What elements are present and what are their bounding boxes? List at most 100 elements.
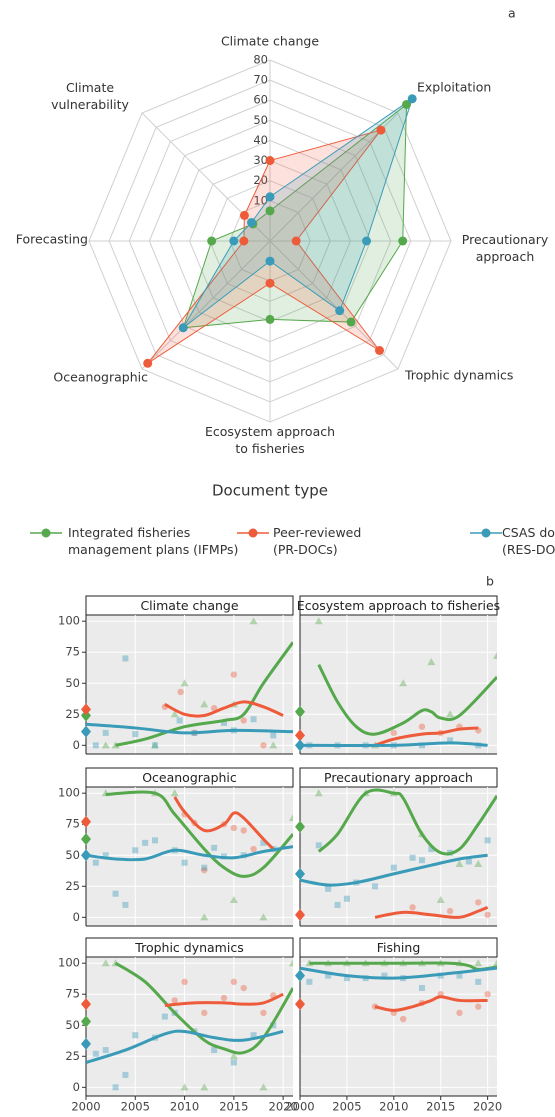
strip xyxy=(85,937,294,958)
point xyxy=(325,972,332,979)
point xyxy=(92,1050,99,1057)
series-point xyxy=(265,314,275,324)
point xyxy=(211,1047,218,1054)
y-tick-label: 75 xyxy=(65,645,80,659)
series-point xyxy=(229,236,239,246)
point xyxy=(211,844,218,851)
strip xyxy=(85,767,294,788)
x-tick-label: 2010 xyxy=(170,1100,199,1114)
point xyxy=(200,700,209,708)
axis-label: Climate change xyxy=(221,34,319,49)
panel-title: Precautionary approach xyxy=(324,770,473,785)
panel-background xyxy=(300,615,497,754)
legend-label: Peer-reviewed (PR-DOCs) xyxy=(273,525,361,557)
point xyxy=(201,864,208,871)
trend-line xyxy=(300,741,488,747)
point xyxy=(171,997,178,1004)
point xyxy=(151,741,159,749)
point xyxy=(390,729,398,737)
point xyxy=(122,901,129,908)
point xyxy=(221,719,227,726)
series-point xyxy=(291,236,301,246)
point xyxy=(259,913,268,921)
point xyxy=(381,972,388,979)
overall-marker xyxy=(295,820,305,833)
r-tick-label: 40 xyxy=(253,133,268,147)
y-tick-label: 75 xyxy=(65,817,80,831)
x-tick-label: 2015 xyxy=(219,1100,248,1114)
panel-background xyxy=(86,787,293,926)
point xyxy=(343,895,350,902)
overall-marker xyxy=(81,815,91,828)
point xyxy=(92,742,99,749)
overall-marker xyxy=(81,998,91,1011)
point xyxy=(315,842,322,849)
trend-line xyxy=(105,790,293,878)
panel-label: b xyxy=(486,574,494,589)
point xyxy=(399,679,408,687)
point xyxy=(201,866,208,874)
point xyxy=(418,985,425,992)
overall-marker xyxy=(81,703,91,716)
point xyxy=(181,859,188,866)
overall-marker xyxy=(81,849,91,862)
x-tick-label: 2000 xyxy=(285,1100,314,1114)
series-point xyxy=(265,192,275,202)
series-point xyxy=(265,156,275,166)
point xyxy=(102,729,109,736)
series-point xyxy=(362,236,372,246)
point xyxy=(474,959,483,967)
trend-line xyxy=(317,788,497,856)
point xyxy=(270,732,277,739)
point xyxy=(230,671,238,678)
series-point xyxy=(178,323,188,333)
panel-marks xyxy=(86,789,293,921)
trend-line xyxy=(374,905,489,919)
y-tick-label: 0 xyxy=(73,738,80,752)
x-tick-label: 2000 xyxy=(71,1100,100,1114)
panel-title: Oceanographic xyxy=(142,770,237,785)
overall-marker xyxy=(295,729,305,742)
r-tick-label: 30 xyxy=(253,153,268,167)
axis-label: Climate vulnerability xyxy=(51,80,129,112)
point xyxy=(334,901,341,908)
overall-marker xyxy=(295,867,305,880)
overall-marker xyxy=(295,998,305,1011)
point xyxy=(455,859,464,867)
trend-line xyxy=(374,726,479,747)
strip xyxy=(299,595,498,616)
x-tick-label: 2020 xyxy=(269,1100,298,1114)
point xyxy=(181,978,188,986)
trend-line xyxy=(300,853,488,887)
axis-label: Ecosystem approach to fisheries xyxy=(205,424,335,456)
overall-marker xyxy=(81,1015,91,1028)
point xyxy=(112,1084,119,1091)
point xyxy=(101,959,110,967)
point xyxy=(314,617,323,625)
strip xyxy=(299,937,498,958)
r-tick-label: 50 xyxy=(253,113,268,127)
panel-marks xyxy=(300,959,497,1023)
y-tick-label: 0 xyxy=(73,1080,80,1094)
r-tick-label: 10 xyxy=(253,193,268,207)
point xyxy=(240,827,247,834)
point xyxy=(475,978,482,985)
legend-marker xyxy=(481,528,491,538)
point xyxy=(122,1071,129,1078)
r-tick-label: 60 xyxy=(253,93,268,107)
point xyxy=(409,854,416,861)
point xyxy=(250,845,257,853)
legend-title: Document type xyxy=(212,482,328,500)
point xyxy=(132,847,139,854)
point xyxy=(390,864,397,871)
overall-marker xyxy=(295,739,305,752)
point xyxy=(456,972,463,979)
series-point xyxy=(239,236,249,246)
point xyxy=(102,852,109,859)
point xyxy=(220,994,228,1002)
point xyxy=(101,741,110,749)
series-point xyxy=(346,317,356,327)
point xyxy=(493,959,497,967)
point xyxy=(229,895,238,903)
